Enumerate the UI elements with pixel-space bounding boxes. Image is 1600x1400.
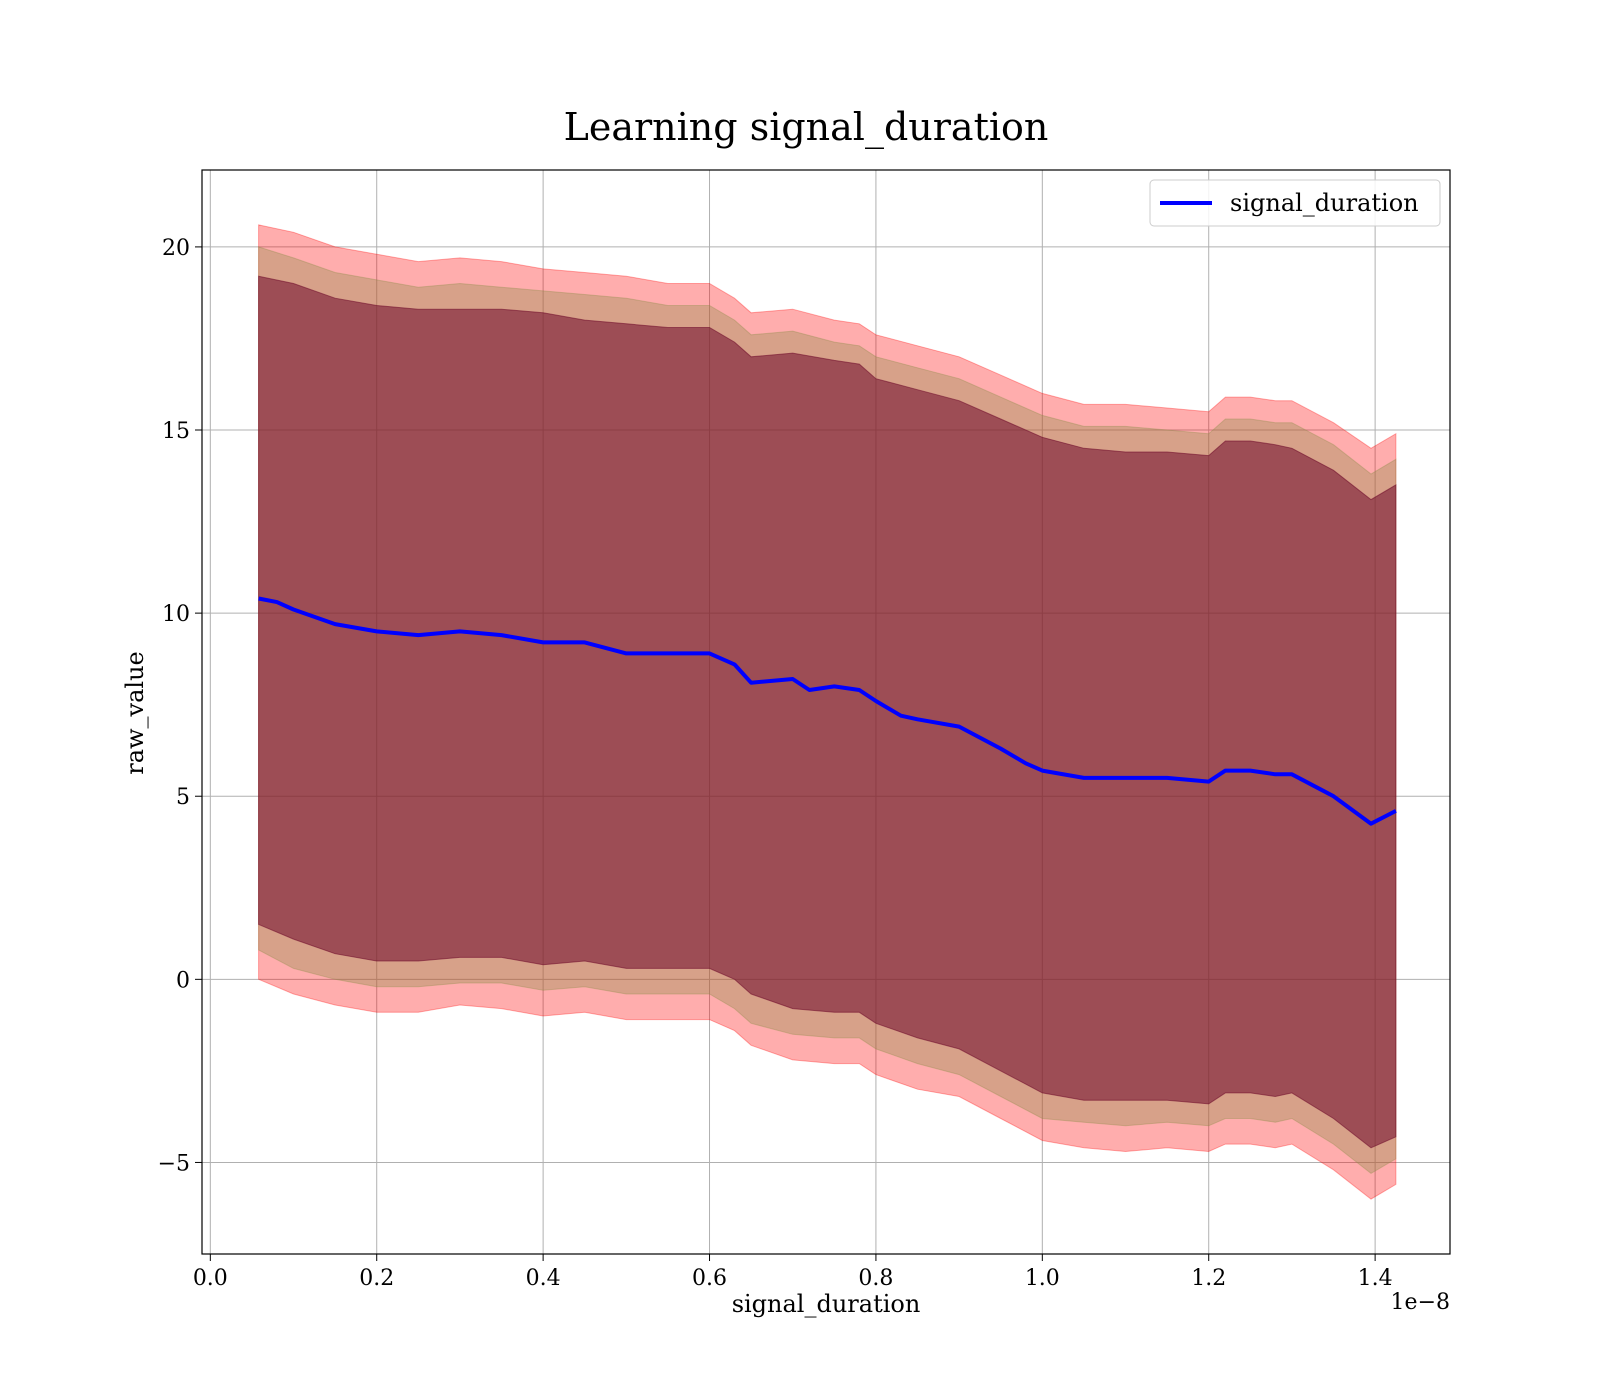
x-tick-label: 0.6 — [692, 1266, 727, 1291]
plot-area — [201, 169, 1451, 1255]
x-tick-label: 0.2 — [359, 1266, 394, 1291]
x-tick-label: 1.0 — [1025, 1266, 1060, 1291]
y-tick-label: 0 — [176, 968, 190, 993]
x-axis-offset-label: 1e−8 — [1391, 1290, 1450, 1315]
y-tick-label: −5 — [158, 1151, 190, 1176]
series-line — [258, 596, 1397, 826]
x-tick-label: 0.4 — [526, 1266, 561, 1291]
y-tick-label: 10 — [162, 602, 190, 627]
x-tick-label: 0.0 — [193, 1266, 228, 1291]
legend-box — [1149, 179, 1441, 227]
y-tick-label: 20 — [162, 236, 190, 261]
y-tick-label: 5 — [176, 785, 190, 810]
x-axis-label: signal_duration — [732, 1290, 921, 1318]
legend: signal_duration — [1149, 179, 1441, 227]
x-tick-label: 1.2 — [1191, 1266, 1226, 1291]
confidence-band — [258, 275, 1397, 1149]
legend-label: signal_duration — [1230, 189, 1419, 217]
chart-title: Learning signal_duration — [564, 105, 1049, 150]
x-tick-label: 1.4 — [1358, 1266, 1393, 1291]
confidence-bands — [258, 224, 1397, 1200]
x-tick-label: 0.8 — [858, 1266, 893, 1291]
y-axis-ticks: −5 0 5 10 15 20 — [158, 236, 202, 1176]
series-lines — [258, 596, 1397, 826]
x-axis-ticks: 0.0 0.2 0.4 0.6 0.8 1.0 1.2 1.4 — [193, 1254, 1393, 1291]
y-axis-label: raw_value — [121, 651, 149, 775]
y-tick-label: 15 — [162, 419, 190, 444]
